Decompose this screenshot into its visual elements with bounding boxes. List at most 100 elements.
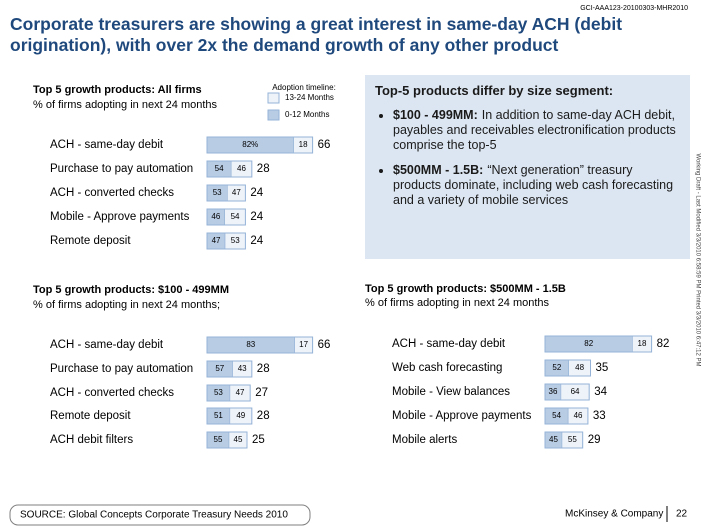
category-label: Mobile - Approve payments xyxy=(392,410,532,422)
segment-label: 48 xyxy=(575,363,584,372)
doc-id: GCI-AAA123-20100303-MHR2010 xyxy=(580,5,688,12)
category-label: Remote deposit xyxy=(50,410,131,422)
bullet: $100 - 499MM:In addition to same-day ACH… xyxy=(393,108,680,153)
category-label: Remote deposit xyxy=(50,235,131,247)
bar-total xyxy=(206,136,314,154)
chart-title: Top 5 growth products: $500MM - 1.5B xyxy=(365,283,566,295)
bar-total xyxy=(206,384,251,402)
bullet-label: $500MM - 1.5B: xyxy=(393,163,484,177)
segment-label: 45 xyxy=(549,435,558,444)
page-number: 22 xyxy=(676,509,688,520)
segment-label: 45 xyxy=(234,435,243,444)
total-label: 33 xyxy=(593,410,606,422)
total-label: 82 xyxy=(657,338,670,350)
category-label: ACH - same-day debit xyxy=(392,338,506,350)
segment-label: 36 xyxy=(549,387,558,396)
bullet-label: $100 - 499MM: xyxy=(393,108,478,122)
segment-box: Top-5 products differ by size segment: $… xyxy=(365,75,690,259)
segment-label: 54 xyxy=(552,411,561,420)
source-box xyxy=(9,504,311,526)
segment-label: 46 xyxy=(574,411,583,420)
box-title: Top-5 products differ by size segment: xyxy=(375,83,614,98)
bullet: $500MM - 1.5B:“Next generation” treasury… xyxy=(393,163,680,208)
segment-label: 18 xyxy=(299,140,308,149)
legend-swatch xyxy=(267,92,280,104)
total-label: 28 xyxy=(257,163,270,175)
bar-total xyxy=(206,336,314,354)
total-label: 27 xyxy=(255,387,268,399)
legend-label: 0-12 Months xyxy=(285,110,329,119)
bar-total xyxy=(206,407,253,425)
side-note: Working Draft - Last Modified 3/3/2010 6… xyxy=(694,153,700,366)
category-label: Mobile alerts xyxy=(392,434,457,446)
legend-label: 13-24 Months xyxy=(285,93,334,102)
total-label: 28 xyxy=(257,410,270,422)
bullet-list: $100 - 499MM:In addition to same-day ACH… xyxy=(375,108,680,208)
segment-label: 47 xyxy=(232,188,241,197)
segment-label: 46 xyxy=(237,164,246,173)
chart-subtitle: % of firms adopting in next 24 months xyxy=(365,297,550,309)
segment-label: 17 xyxy=(299,340,308,349)
total-label: 24 xyxy=(250,187,263,199)
bar-total xyxy=(544,383,590,401)
segment-label: 83 xyxy=(246,340,255,349)
chart-title: Top 5 growth products: $100 - 499MM xyxy=(33,284,229,296)
legend-title: Adoption timeline: xyxy=(272,83,336,92)
bar-total xyxy=(544,407,589,425)
bullet-text: “Next generation” treasury products domi… xyxy=(393,163,674,207)
segment-label: 55 xyxy=(214,435,223,444)
segment-label: 82 xyxy=(584,339,593,348)
category-label: ACH - same-day debit xyxy=(50,139,164,151)
bar-total xyxy=(206,431,248,449)
category-label: ACH debit filters xyxy=(50,434,133,446)
bar-total xyxy=(206,208,246,226)
total-label: 25 xyxy=(252,434,265,446)
company: McKinsey & Company xyxy=(565,509,663,520)
chart-title: Top 5 growth products: All firms xyxy=(33,84,202,96)
category-label: Mobile - View balances xyxy=(392,386,510,398)
category-label: Web cash forecasting xyxy=(392,362,502,374)
bullet-text: In addition to same-day ACH debit, payab… xyxy=(393,108,676,152)
category-label: Mobile - Approve payments xyxy=(50,211,190,223)
bar-total xyxy=(206,232,246,250)
bar-total xyxy=(544,335,653,353)
segment-label: 47 xyxy=(212,236,221,245)
segment-label: 53 xyxy=(214,388,223,397)
category-label: Purchase to pay automation xyxy=(50,163,193,175)
category-label: ACH - converted checks xyxy=(50,187,174,199)
segment-label: 51 xyxy=(214,411,223,420)
segment-label: 54 xyxy=(231,212,240,221)
segment-label: 82% xyxy=(242,140,258,149)
chart-subtitle: % of firms adopting in next 24 months; xyxy=(33,299,220,311)
segment-label: 64 xyxy=(571,387,580,396)
bar-total xyxy=(206,160,253,178)
legend-swatch xyxy=(267,109,280,121)
bar-total xyxy=(206,184,246,202)
segment-label: 53 xyxy=(213,188,222,197)
total-label: 29 xyxy=(588,434,601,446)
category-label: ACH - converted checks xyxy=(50,387,174,399)
segment-label: 54 xyxy=(215,164,224,173)
segment-label: 18 xyxy=(638,339,647,348)
segment-label: 53 xyxy=(231,236,240,245)
segment-label: 43 xyxy=(238,364,247,373)
source: SOURCE: Global Concepts Corporate Treasu… xyxy=(20,510,288,521)
chart-subtitle: % of firms adopting in next 24 months xyxy=(33,99,218,111)
category-label: ACH - same-day debit xyxy=(50,339,164,351)
total-label: 28 xyxy=(257,363,270,375)
total-label: 34 xyxy=(594,386,607,398)
segment-label: 52 xyxy=(552,363,561,372)
slide-title: Corporate treasurers are showing a great… xyxy=(10,14,623,55)
segment-label: 46 xyxy=(211,212,220,221)
segment-label: 49 xyxy=(236,411,245,420)
total-label: 66 xyxy=(318,339,331,351)
total-label: 24 xyxy=(250,235,263,247)
segment-label: 47 xyxy=(236,388,245,397)
segment-label: 55 xyxy=(568,435,577,444)
category-label: Purchase to pay automation xyxy=(50,363,193,375)
bar-total xyxy=(544,359,591,377)
total-label: 35 xyxy=(596,362,609,374)
total-label: 66 xyxy=(318,139,331,151)
